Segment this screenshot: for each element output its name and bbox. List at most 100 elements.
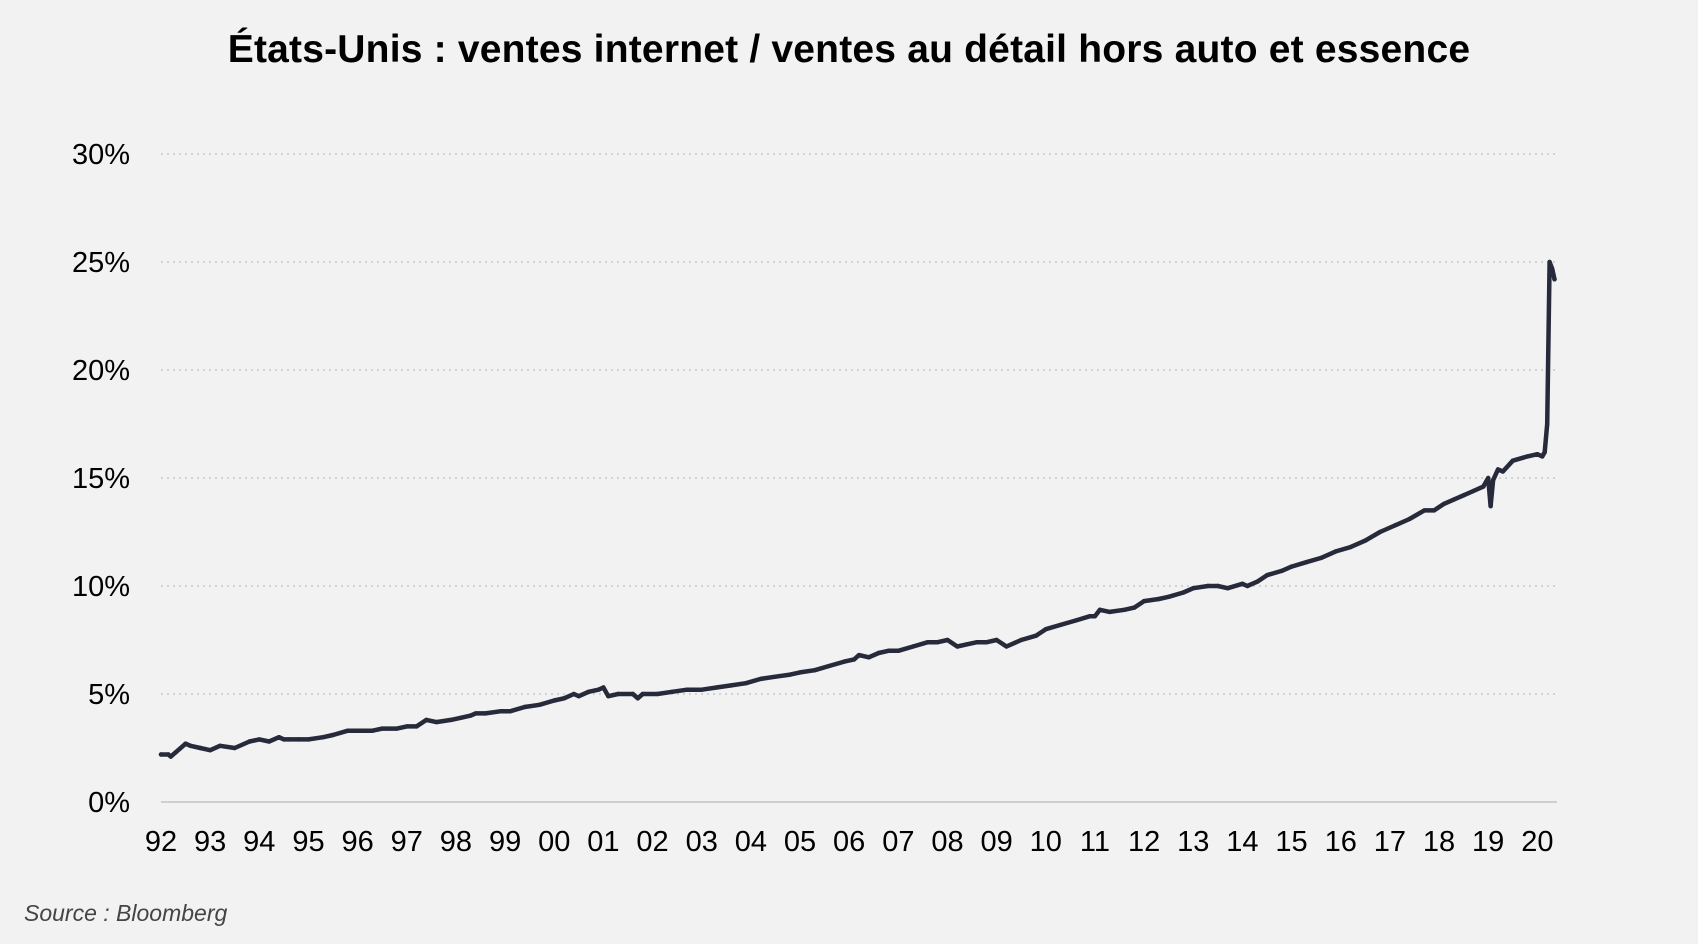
data-point	[1441, 501, 1447, 507]
data-point	[1097, 607, 1103, 612]
data-point	[1547, 259, 1552, 265]
data-point	[955, 644, 960, 649]
x-tick-label: 10	[1030, 826, 1062, 858]
data-point	[355, 728, 360, 733]
x-tick-label: 13	[1177, 826, 1209, 858]
data-point	[925, 640, 930, 645]
data-point	[1122, 607, 1127, 612]
data-point	[1264, 573, 1270, 578]
y-axis-ticks: 0% 5% 10% 15% 20% 25% 30%	[72, 139, 130, 819]
data-point	[404, 724, 409, 729]
data-point	[974, 640, 980, 645]
data-point	[729, 683, 734, 688]
data-point	[522, 704, 527, 710]
x-tick-label: 95	[292, 826, 324, 858]
data-point	[684, 687, 690, 692]
data-point	[1471, 488, 1476, 494]
data-point	[876, 650, 881, 656]
data-point	[1255, 579, 1260, 584]
data-point	[257, 737, 262, 742]
data-point	[1279, 568, 1284, 574]
y-tick-label: 25%	[72, 247, 130, 279]
data-point	[424, 717, 429, 723]
y-tick-label: 20%	[72, 355, 130, 387]
x-tick-label: 16	[1325, 826, 1357, 858]
x-tick-label: 12	[1128, 826, 1160, 858]
data-point	[812, 668, 817, 673]
data-point	[576, 694, 581, 699]
data-point	[1486, 475, 1491, 481]
data-point	[596, 687, 601, 692]
data-point	[321, 735, 326, 740]
y-tick-label: 10%	[72, 571, 130, 603]
data-point	[1333, 549, 1339, 554]
data-point	[797, 670, 803, 675]
data-point	[910, 644, 916, 649]
data-point	[896, 648, 901, 653]
data-point	[1318, 555, 1324, 561]
data-point	[286, 737, 291, 742]
data-point	[370, 728, 375, 733]
data-point	[1205, 583, 1211, 589]
data-point	[1245, 583, 1250, 589]
series-layer	[158, 259, 1557, 759]
data-point	[984, 640, 989, 645]
data-point	[714, 685, 719, 690]
data-point	[473, 711, 478, 716]
data-point	[635, 696, 640, 701]
data-point	[1431, 508, 1437, 513]
x-tick-label: 15	[1275, 826, 1307, 858]
data-point	[655, 691, 660, 697]
data-point	[1240, 581, 1245, 586]
data-point	[1166, 594, 1171, 599]
x-tick-label: 07	[882, 826, 914, 858]
data-point	[306, 737, 311, 742]
x-tick-label: 94	[243, 826, 275, 858]
x-tick-label: 18	[1423, 826, 1455, 858]
data-point	[183, 741, 188, 746]
data-point	[380, 726, 385, 731]
x-tick-label: 09	[981, 826, 1013, 858]
data-point	[630, 691, 636, 697]
data-point	[1132, 605, 1137, 610]
data-point	[247, 739, 252, 744]
data-point	[188, 743, 193, 748]
data-point	[606, 694, 611, 699]
data-point	[281, 737, 287, 742]
data-point	[537, 702, 542, 707]
data-point	[266, 739, 272, 744]
data-point	[217, 743, 223, 748]
y-tick-label: 0%	[88, 787, 130, 819]
data-point	[507, 709, 513, 714]
chart-title: États-Unis : ventes internet / ventes au…	[227, 28, 1471, 71]
data-point	[1461, 493, 1466, 498]
x-tick-label: 05	[784, 826, 816, 858]
data-point	[1510, 458, 1516, 463]
data-point	[1490, 478, 1496, 483]
data-point	[1043, 627, 1049, 632]
data-point	[1225, 586, 1230, 591]
x-tick-label: 02	[636, 826, 668, 858]
x-tick-label: 00	[538, 826, 570, 858]
data-point	[743, 681, 749, 686]
data-point	[1495, 467, 1501, 472]
data-point	[1058, 622, 1063, 628]
data-point	[1181, 590, 1186, 595]
x-tick-label: 11	[1080, 826, 1110, 858]
data-point	[1107, 609, 1112, 615]
data-point	[615, 691, 621, 697]
data-point	[173, 750, 178, 755]
source-note: Source : Bloomberg	[24, 900, 228, 926]
data-point	[1392, 523, 1398, 528]
data-point	[773, 674, 778, 679]
data-point	[1363, 538, 1368, 543]
data-point	[1552, 277, 1557, 282]
data-point	[1304, 560, 1309, 565]
x-axis-ticks: 92 93 94 95 96 97 98 99 00 01 02 03 04 05 06 07 08 09 10 11…	[145, 826, 1554, 858]
gridlines	[161, 153, 1557, 695]
data-point	[1348, 544, 1353, 550]
data-point	[552, 698, 557, 703]
data-point	[498, 709, 503, 714]
data-point	[935, 640, 940, 645]
data-point	[1535, 452, 1540, 457]
